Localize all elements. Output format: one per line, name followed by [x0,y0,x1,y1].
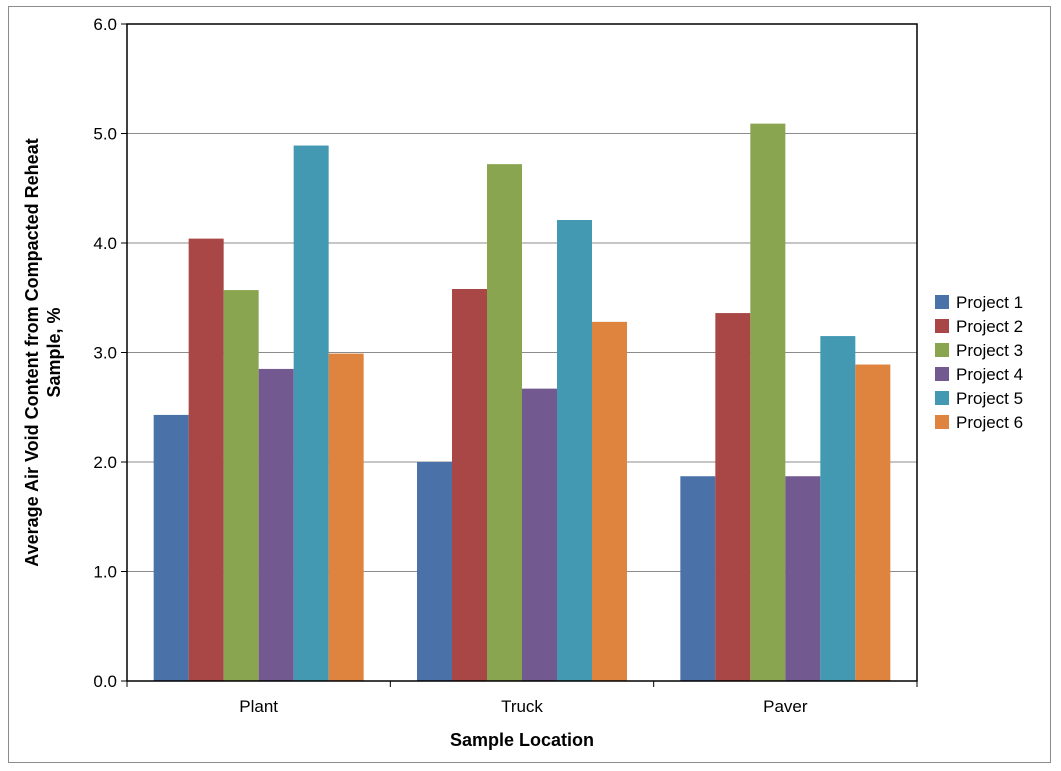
bar [592,321,627,681]
bar [188,238,224,681]
bar [258,368,294,681]
bar [715,313,751,681]
bar [487,164,522,681]
bar [820,336,856,681]
legend-label: Project 4 [956,365,1023,384]
legend-swatch [935,415,949,429]
bar [153,414,189,681]
bar [750,123,786,681]
x-axis-title: Sample Location [450,730,594,750]
y-axis-title-line: Average Air Void Content from Compacted … [22,138,42,566]
bar [785,476,821,681]
legend-label: Project 5 [956,389,1023,408]
y-tick-label: 5.0 [93,125,117,144]
legend-label: Project 6 [956,413,1023,432]
legend-swatch [935,391,949,405]
x-tick-label: Paver [763,697,808,716]
bar [293,145,329,682]
bar [452,288,487,681]
legend: Project 1 Project 2 Project 3 Project 4 Proj… [935,293,1023,432]
x-tick-label: Plant [239,697,278,716]
bar [557,220,592,681]
bars [153,123,891,682]
y-tick-label: 3.0 [93,344,117,363]
bar [417,462,452,681]
bar [328,353,364,681]
bar [680,476,716,681]
legend-label: Project 3 [956,341,1023,360]
legend-label: Project 2 [956,317,1023,336]
y-tick-label: 0.0 [93,672,117,691]
y-tick-label: 6.0 [93,15,117,34]
y-tick-label: 1.0 [93,563,117,582]
bar [223,290,259,681]
legend-label: Project 1 [956,293,1023,312]
bar [522,388,557,681]
legend-swatch [935,319,949,333]
bar [855,364,891,681]
legend-swatch [935,295,949,309]
x-tick-label: Truck [501,697,543,716]
y-tick-label: 4.0 [93,234,117,253]
y-axis-title-line: Sample, % [44,307,64,397]
legend-swatch [935,343,949,357]
y-axis-title: Average Air Void Content from Compacted … [22,138,64,566]
legend-swatch [935,367,949,381]
x-axis-ticks: Plant Truck Paver [126,681,918,716]
y-axis-ticks: 0.0 1.0 2.0 3.0 4.0 5.0 6.0 [93,15,127,691]
y-tick-label: 2.0 [93,453,117,472]
